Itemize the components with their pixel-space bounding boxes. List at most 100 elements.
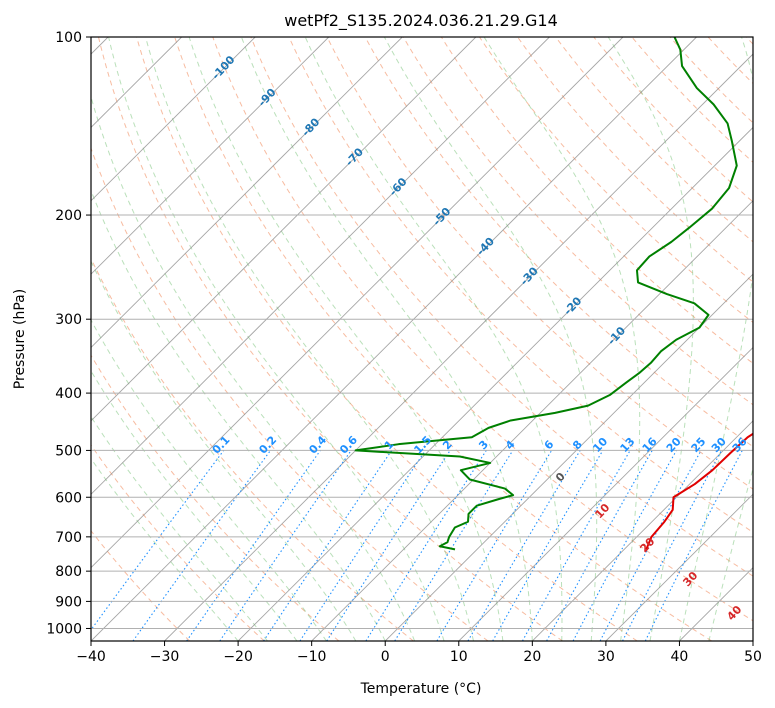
y-tick-label: 700 (55, 530, 82, 546)
mixing-ratio-line (132, 450, 271, 641)
dry-adiabat-line (326, 37, 753, 490)
mixing-ratio-label: 0.6 (337, 433, 360, 456)
isotherm-label: -60 (387, 175, 410, 199)
mixing-ratio-line (263, 450, 393, 641)
dry-adiabat-line (91, 146, 489, 641)
moist-adiabat-line (607, 37, 694, 641)
mixing-ratio-line (521, 450, 631, 641)
isotherm-line (384, 273, 753, 641)
y-tick-label: 300 (55, 312, 82, 328)
dry-adiabat-line (517, 37, 753, 283)
mixing-ratio-line (326, 450, 451, 641)
isotherm-line (237, 126, 753, 641)
x-tick-label: 50 (744, 649, 762, 665)
isotherm-label: -80 (299, 115, 322, 139)
x-axis-label: Temperature (°C) (360, 681, 482, 697)
isotherm-line (532, 420, 753, 641)
chart-title: wetPf2_S135.2024.036.21.29.G14 (284, 11, 558, 31)
dry-adiabat-line (91, 257, 414, 641)
dry-adiabat-line (707, 37, 753, 85)
mixing-ratio-line (219, 450, 352, 641)
y-tick-label: 900 (55, 594, 82, 610)
mixing-ratio-line (492, 450, 604, 641)
x-tick-label: 30 (597, 649, 615, 665)
x-tick-label: −10 (297, 649, 327, 665)
isotherms (91, 37, 753, 641)
moist-adiabat-line (91, 370, 298, 641)
y-tick-label: 800 (55, 564, 82, 580)
dry-adiabat-line (250, 37, 753, 577)
dry-adiabat-label: 20 (637, 535, 657, 555)
dry-adiabat-line (97, 37, 563, 641)
mixing-ratio-lines (91, 450, 743, 641)
dry-adiabat-label: 40 (724, 603, 744, 623)
isotherm-label: -20 (561, 294, 584, 318)
mixing-ratio-label: 16 (640, 435, 660, 455)
dry-adiabat-line (440, 37, 753, 364)
mixing-ratio-label: 13 (618, 435, 638, 455)
isotherm-line (91, 37, 697, 641)
moist-adiabat-line (383, 37, 598, 641)
isotherm-label: -10 (605, 324, 628, 348)
isotherm-label: -100 (209, 53, 238, 82)
mixing-ratio-label: 25 (689, 435, 709, 455)
isotherm-line (91, 37, 550, 495)
x-tick-label: −30 (150, 649, 180, 665)
isotherm-line (91, 37, 477, 422)
isotherm-label: -70 (343, 145, 366, 169)
moist-adiabat-line (145, 37, 474, 641)
y-tick-label: 100 (55, 30, 82, 46)
isotherm-line (91, 37, 330, 275)
isotherm-line (91, 37, 256, 202)
x-tick-label: −40 (76, 649, 106, 665)
isotherm-line (91, 37, 403, 349)
x-tick-label: −20 (223, 649, 253, 665)
moist-adiabat-line (188, 37, 504, 641)
moist-adiabat-line (240, 37, 533, 641)
dry-adiabat-line (288, 37, 753, 533)
dry-adiabat-label: 10 (592, 501, 612, 521)
dry-adiabat-line (555, 37, 753, 243)
dry-adiabat-line (669, 37, 753, 124)
moist-adiabat-line (483, 37, 641, 641)
pressure-grid (91, 37, 753, 629)
isotherm-line (164, 53, 753, 641)
dry-adiabat-line (631, 37, 753, 163)
background-lines (91, 37, 753, 641)
y-tick-label: 600 (55, 490, 82, 506)
dry-adiabat-label: 30 (680, 569, 700, 589)
mixing-ratio-label: 0.2 (257, 433, 280, 456)
mixing-ratio-line (394, 450, 514, 641)
isotherm-label: -90 (256, 86, 279, 110)
isotherm-line (752, 640, 753, 641)
mixing-ratio-line (186, 450, 321, 641)
dry-adiabat-line (91, 354, 340, 641)
isotherm-label: -30 (518, 264, 541, 288)
dry-adiabats (91, 37, 753, 641)
moist-adiabat-line (91, 415, 268, 641)
mixing-ratio-label: 30 (709, 435, 729, 455)
mixing-ratio-label: 0.4 (306, 433, 329, 456)
profile-lines (354, 37, 753, 551)
temperature-line (645, 432, 753, 550)
axes: −40 −30 −20 −10 0 10 20 30 40 50 100 200 300 400 500 60… (46, 30, 762, 665)
y-tick-label: 400 (55, 386, 82, 402)
isotherm-line (605, 493, 753, 641)
isotherm-line (458, 346, 753, 641)
dry-adiabat-line (479, 37, 753, 324)
x-tick-label: 40 (671, 649, 689, 665)
x-tick-label: 0 (381, 649, 390, 665)
dry-adiabat-line (136, 37, 638, 641)
mixing-ratio-line (546, 450, 653, 641)
x-tick-label: 20 (523, 649, 541, 665)
isotherm-line (311, 200, 753, 641)
moist-adiabat-line (304, 37, 563, 641)
moist-adiabat-line (708, 466, 753, 641)
moist-adiabat-line (91, 260, 357, 641)
moist-adiabat-line (91, 95, 416, 641)
mixing-ratio-line (572, 450, 677, 641)
isotherm-label: -50 (430, 205, 453, 229)
y-tick-label: 500 (55, 443, 82, 459)
moist-adiabats (91, 37, 753, 641)
dry-adiabat-line (212, 37, 753, 622)
